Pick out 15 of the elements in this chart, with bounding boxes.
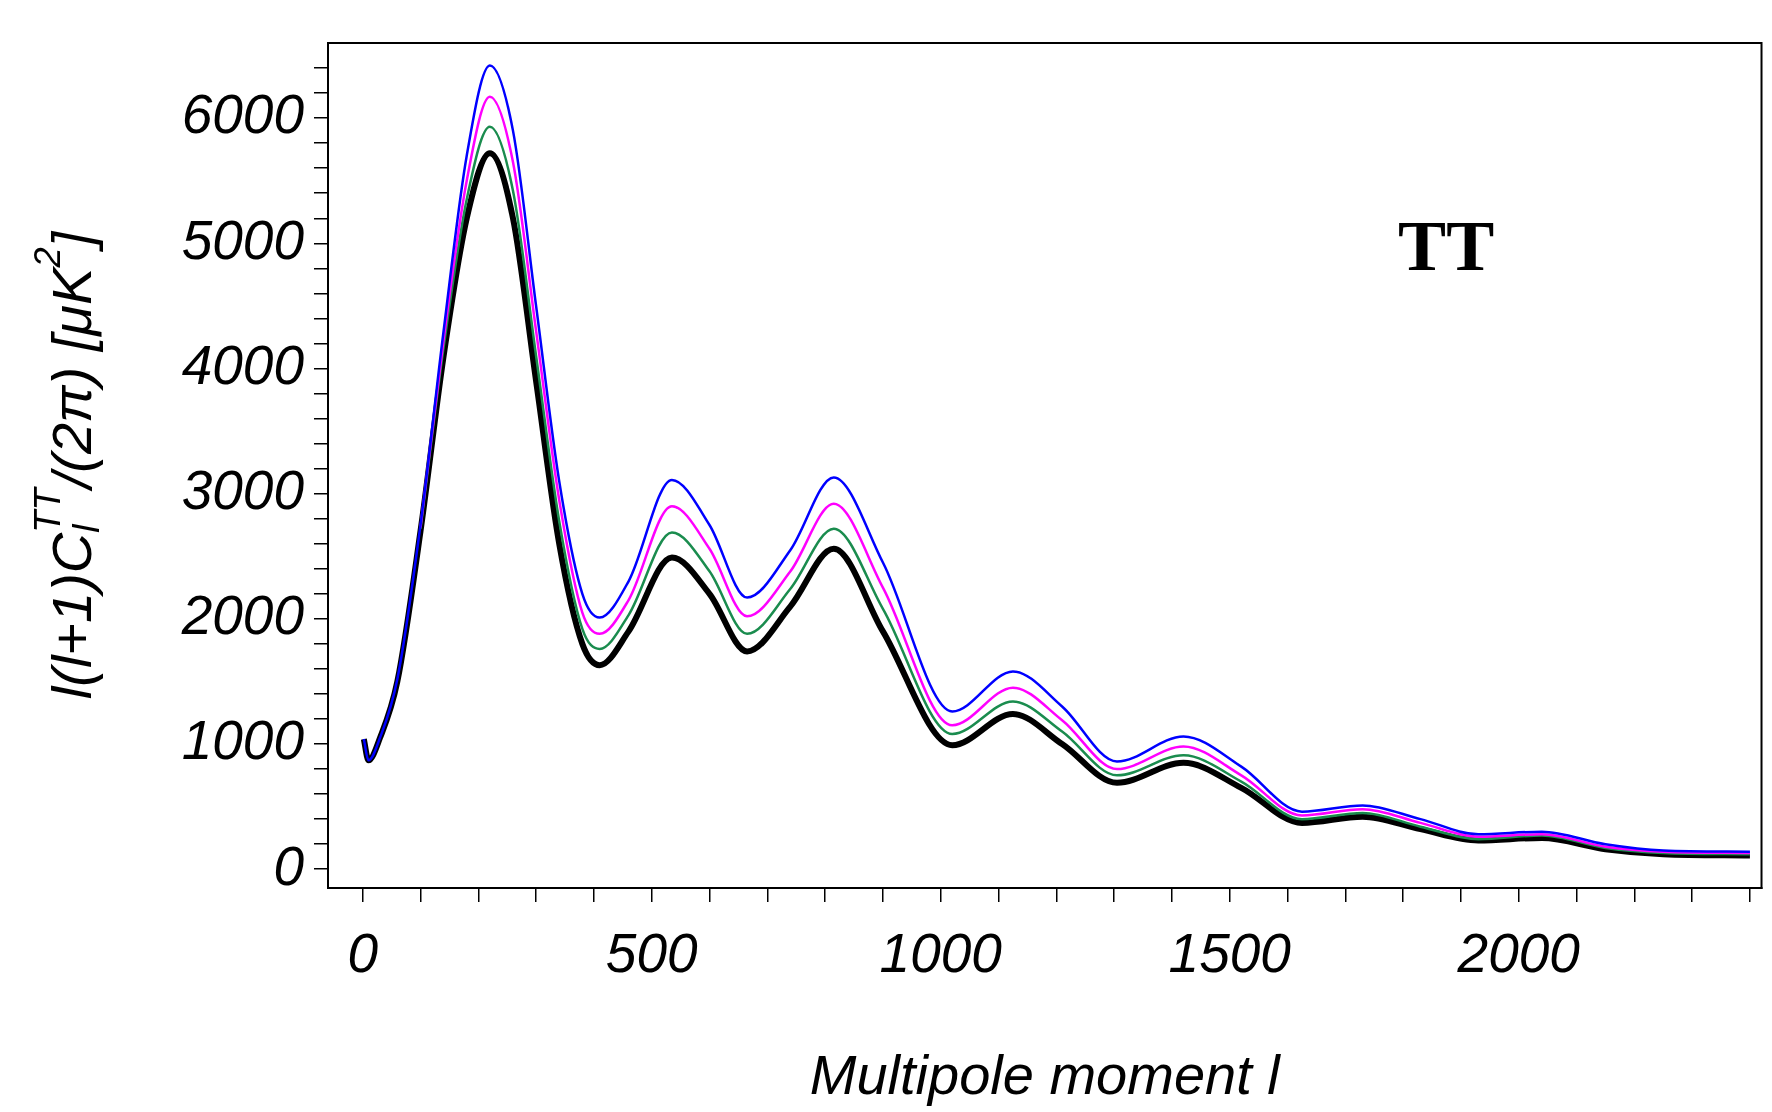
x-axis-title: Multipole moment l [809,1042,1282,1106]
x-tick-label: 500 [605,922,698,985]
y-tick-label: 0 [273,834,305,897]
x-tick-label: 1000 [879,922,1003,985]
x-tick-label: 1500 [1168,922,1292,985]
x-tick-label: 2000 [1456,922,1581,985]
y-tick-label: 6000 [181,83,305,146]
y-tick-label: 5000 [181,208,305,271]
y-tick-label: 2000 [180,584,305,647]
y-tick-label: 4000 [181,333,305,396]
annotation: TT [1398,205,1495,286]
x-tick-label: 0 [347,922,379,985]
y-tick-label: 1000 [181,709,305,772]
y-axis-title: l(l+1)ClTT/(2π) [μK2] [26,230,108,700]
y-tick-label: 3000 [181,458,305,521]
